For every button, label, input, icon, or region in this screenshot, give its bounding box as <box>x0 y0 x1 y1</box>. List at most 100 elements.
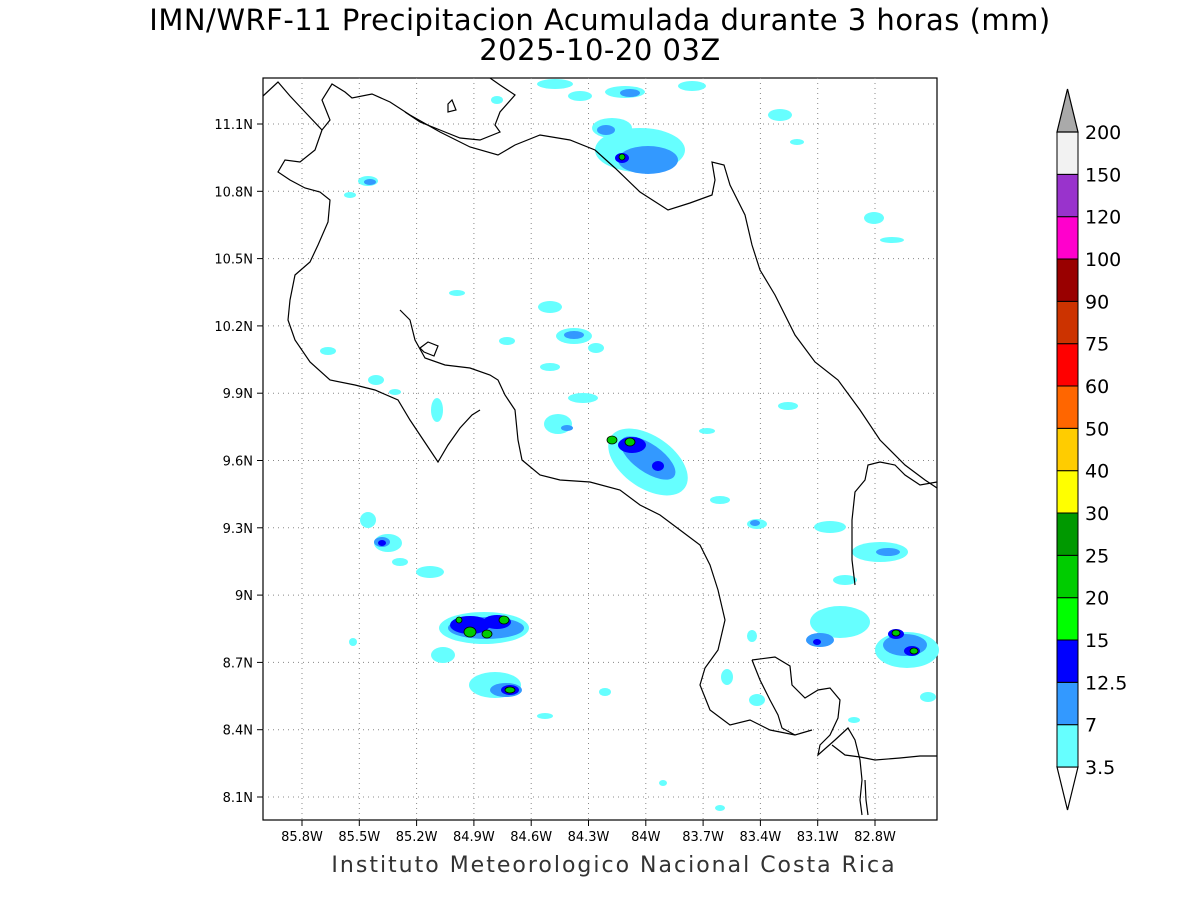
precip-area <box>499 337 515 345</box>
colorbar-segment <box>1056 216 1079 260</box>
colorbar-over-arrow <box>1056 88 1079 133</box>
precip-area <box>891 629 901 637</box>
precip-area <box>618 153 626 161</box>
x-tick-label: 85.8W <box>281 830 323 845</box>
precip-area <box>564 331 584 339</box>
precip-area <box>392 558 408 566</box>
colorbar-under-arrow <box>1056 766 1079 811</box>
precip-area <box>431 398 443 422</box>
precip-area <box>848 717 860 723</box>
precip-area <box>715 805 725 811</box>
precip-area <box>620 89 640 97</box>
precip-area <box>920 692 936 702</box>
precip-area <box>833 575 857 585</box>
precip-area <box>378 540 386 546</box>
precip-area <box>588 343 604 353</box>
colorbar-segment <box>1056 173 1079 218</box>
precip-area <box>678 81 706 91</box>
precip-area <box>449 290 465 296</box>
precip-area <box>544 414 572 434</box>
precip-area <box>599 688 611 696</box>
precip-area <box>481 629 493 639</box>
precip-area <box>710 496 730 504</box>
colorbar-label: 20 <box>1085 588 1109 610</box>
precip-area <box>504 686 516 694</box>
colorbar-label: 25 <box>1085 545 1109 567</box>
precip-area <box>880 237 904 243</box>
precip-area <box>768 109 792 121</box>
colorbar-segment <box>1056 724 1079 768</box>
colorbar-label: 200 <box>1085 122 1121 144</box>
x-tick-label: 85.2W <box>396 830 438 845</box>
precip-area <box>561 425 573 431</box>
precip-area <box>624 437 636 447</box>
y-tick-label: 9N <box>235 589 253 604</box>
x-tick-label: 84.3W <box>568 830 610 845</box>
precip-area <box>364 179 376 185</box>
precip-area <box>652 461 664 471</box>
map-subtitle: 2025-10-20 03Z <box>479 33 721 67</box>
colorbar-segment <box>1056 639 1079 683</box>
x-tick-label: 84.6W <box>510 830 552 845</box>
colorbar-segment <box>1056 300 1079 345</box>
y-tick-label: 9.3N <box>223 522 253 537</box>
y-tick-label: 8.4N <box>223 724 253 739</box>
precip-area <box>778 402 798 410</box>
precip-area <box>606 435 618 445</box>
colorbar-segment <box>1056 427 1079 472</box>
precip-area <box>463 626 477 638</box>
y-tick-label: 10.2N <box>214 320 253 335</box>
x-tick-label: 85.5W <box>338 830 380 845</box>
colorbar-segment <box>1056 343 1079 387</box>
colorbar-label: 7 <box>1085 715 1097 737</box>
footer-credit: Instituto Meteorologico Nacional Costa R… <box>331 853 897 878</box>
colorbar-segment <box>1056 470 1079 514</box>
colorbar-segment <box>1056 554 1079 599</box>
map-title: IMN/WRF-11 Precipitacion Acumulada duran… <box>149 3 1051 37</box>
precip-area <box>618 146 678 174</box>
colorbar-label: 30 <box>1085 503 1109 525</box>
colorbar-segment <box>1056 512 1079 556</box>
colorbar-label: 75 <box>1085 334 1109 356</box>
precip-area <box>721 669 733 685</box>
precip-area <box>814 521 846 533</box>
precip-area <box>320 347 336 355</box>
x-tick-label: 82.8W <box>854 830 896 845</box>
precip-area <box>368 375 384 385</box>
colorbar-label: 40 <box>1085 461 1109 483</box>
colorbar-segment <box>1056 681 1079 726</box>
precip-area <box>810 606 870 638</box>
precip-area <box>659 780 667 786</box>
x-tick-label: 83.1W <box>797 830 839 845</box>
precip-area <box>909 647 919 655</box>
precip-area <box>813 639 821 645</box>
precip-area <box>699 428 715 434</box>
colorbar-label: 60 <box>1085 376 1109 398</box>
y-tick-label: 10.8N <box>214 185 253 200</box>
precip-area <box>750 520 760 526</box>
colorbar-label: 3.5 <box>1085 757 1115 779</box>
colorbar-segment <box>1056 131 1079 175</box>
colorbar-label: 120 <box>1085 207 1121 229</box>
precip-area <box>344 192 356 198</box>
x-tick-label: 84.9W <box>453 830 495 845</box>
precip-area <box>455 616 463 624</box>
precip-area <box>806 633 834 647</box>
y-tick-label: 8.7N <box>223 656 253 671</box>
precip-area <box>568 393 598 403</box>
precip-area <box>568 91 592 101</box>
precip-area <box>540 363 560 371</box>
precip-area <box>431 647 455 663</box>
y-tick-label: 8.1N <box>223 791 253 806</box>
x-tick-label: 84W <box>631 830 661 845</box>
precip-area <box>876 548 900 556</box>
map-frame <box>262 77 938 821</box>
colorbar-label: 150 <box>1085 164 1121 186</box>
colorbar: 3.5 7 12.5 15 20 25 30 40 50 60 75 90 100 120 150 200 <box>1056 88 1127 811</box>
precip-area <box>389 389 401 395</box>
x-tick-label: 83.4W <box>739 830 781 845</box>
precip-area <box>416 566 444 578</box>
y-tick-label: 10.5N <box>214 253 253 268</box>
precip-area <box>537 79 573 89</box>
precip-area <box>538 301 562 313</box>
